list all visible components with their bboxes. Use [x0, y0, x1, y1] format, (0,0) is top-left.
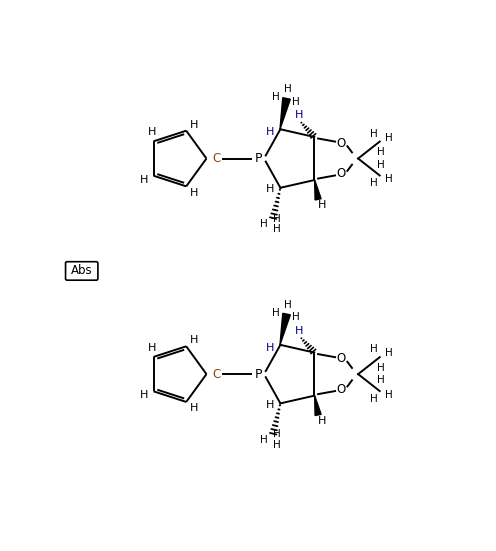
- Text: Abs: Abs: [71, 264, 93, 278]
- Text: H: H: [318, 201, 326, 210]
- Text: H: H: [377, 160, 385, 170]
- Text: O: O: [337, 352, 346, 365]
- Text: H: H: [377, 363, 385, 373]
- Text: H: H: [273, 429, 280, 439]
- Polygon shape: [314, 180, 321, 200]
- Text: H: H: [140, 390, 148, 400]
- FancyBboxPatch shape: [65, 262, 98, 280]
- Text: P: P: [255, 368, 262, 381]
- Text: P: P: [255, 152, 262, 165]
- Text: H: H: [148, 127, 156, 137]
- Text: H: H: [284, 84, 292, 94]
- Text: H: H: [259, 219, 267, 229]
- Text: H: H: [273, 214, 280, 224]
- Text: C: C: [212, 152, 221, 165]
- Text: H: H: [377, 147, 385, 158]
- Text: H: H: [292, 96, 300, 106]
- Text: H: H: [295, 326, 303, 336]
- Text: H: H: [265, 400, 274, 410]
- Polygon shape: [280, 314, 290, 345]
- Text: H: H: [385, 390, 393, 400]
- Text: H: H: [190, 335, 198, 345]
- Text: C: C: [212, 368, 221, 381]
- Text: H: H: [265, 127, 274, 137]
- Text: H: H: [140, 175, 148, 185]
- Text: H: H: [284, 300, 292, 310]
- Text: H: H: [385, 133, 393, 143]
- Text: H: H: [265, 343, 274, 353]
- Text: H: H: [265, 185, 274, 195]
- Text: H: H: [259, 435, 267, 445]
- Text: H: H: [370, 178, 377, 188]
- Text: H: H: [292, 312, 300, 322]
- Text: H: H: [190, 120, 198, 129]
- Text: H: H: [272, 307, 280, 317]
- Polygon shape: [280, 98, 290, 129]
- Text: H: H: [385, 348, 393, 358]
- Text: O: O: [337, 383, 346, 396]
- Text: H: H: [190, 187, 198, 197]
- Text: H: H: [295, 110, 303, 121]
- Text: H: H: [148, 343, 156, 353]
- Text: H: H: [377, 375, 385, 385]
- Text: H: H: [273, 440, 280, 450]
- Text: H: H: [272, 92, 280, 102]
- Text: H: H: [370, 129, 377, 139]
- Text: H: H: [318, 416, 326, 426]
- Polygon shape: [314, 396, 321, 415]
- Text: H: H: [385, 174, 393, 185]
- Text: O: O: [337, 137, 346, 150]
- Text: H: H: [370, 394, 377, 404]
- Text: H: H: [273, 224, 280, 234]
- Text: H: H: [370, 344, 377, 354]
- Text: O: O: [337, 168, 346, 180]
- Text: H: H: [190, 403, 198, 413]
